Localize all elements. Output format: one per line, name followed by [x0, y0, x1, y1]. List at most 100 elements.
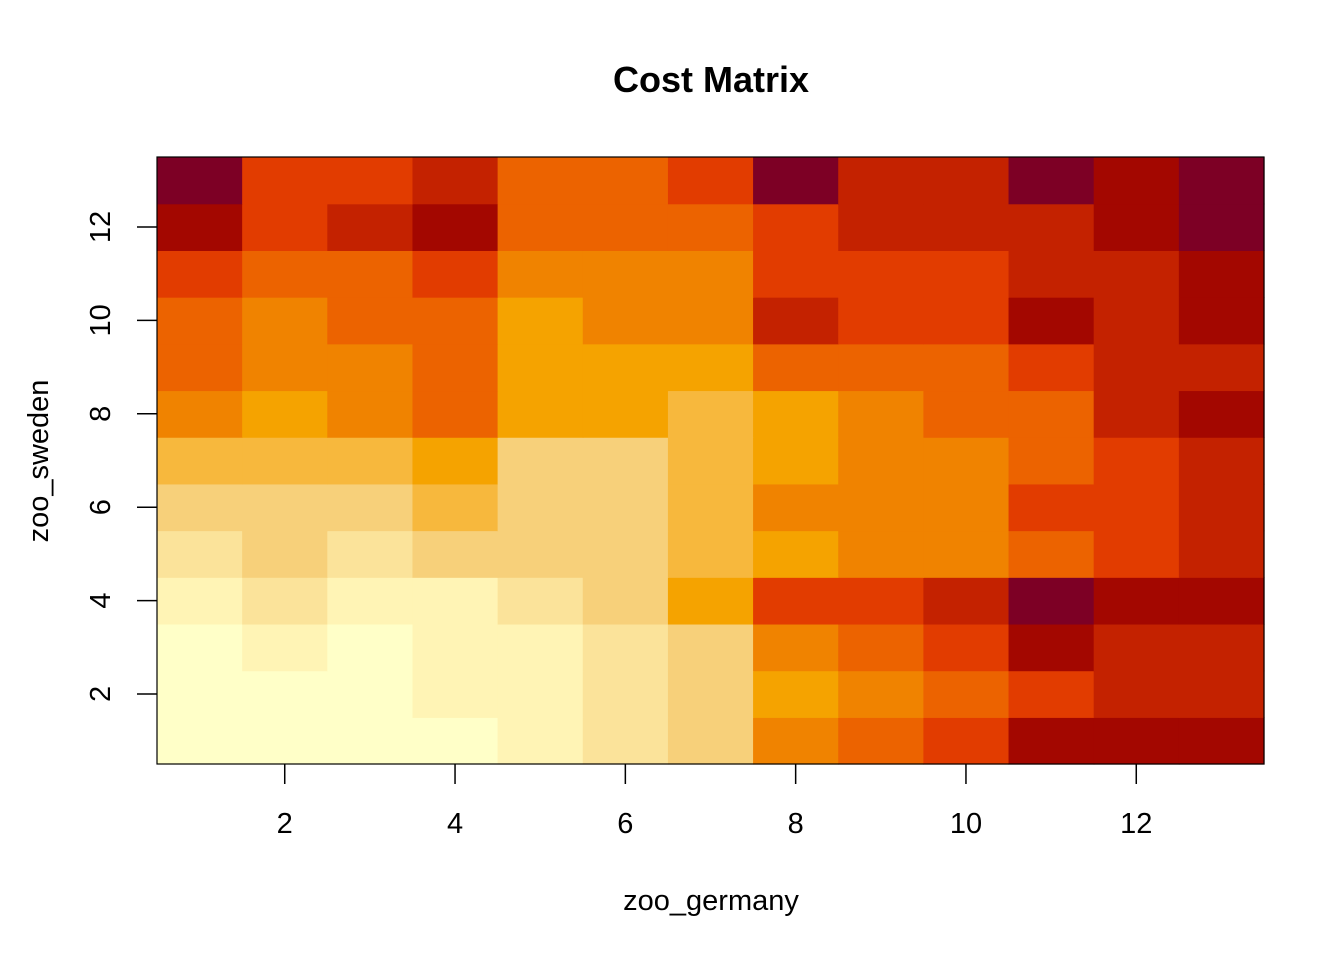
heatmap-cell	[838, 483, 924, 532]
heatmap-cell	[1178, 530, 1265, 578]
heatmap-cell	[1008, 437, 1095, 485]
heatmap-cell	[157, 390, 243, 438]
heatmap-cell	[497, 203, 584, 251]
heatmap-cell	[327, 157, 414, 205]
heatmap-cell	[667, 437, 754, 485]
heatmap-cell	[242, 437, 328, 485]
heatmap-cell	[157, 623, 243, 672]
heatmap-cell	[157, 250, 243, 298]
heatmap-cell	[1093, 577, 1180, 625]
heatmap-cell	[157, 717, 243, 765]
heatmap-cell	[327, 390, 414, 438]
heatmap-cell	[1178, 157, 1265, 205]
heatmap-cell	[838, 670, 924, 718]
heatmap-cell	[667, 577, 754, 625]
heatmap-cell	[497, 343, 584, 392]
heatmap-cell	[242, 530, 328, 578]
heatmap-cell	[753, 717, 839, 765]
heatmap-cell	[1178, 437, 1265, 485]
heatmap-cell	[1008, 203, 1095, 251]
heatmap-cell	[1178, 623, 1265, 672]
heatmap-cell	[753, 483, 839, 532]
heatmap-cell	[1178, 250, 1265, 298]
heatmap-cell	[497, 530, 584, 578]
heatmap-cell	[412, 297, 499, 345]
heatmap-cell	[923, 717, 1010, 765]
heatmap-cell	[838, 203, 924, 251]
heatmap-cell	[1008, 483, 1095, 532]
heatmap-cells	[157, 157, 1265, 765]
heatmap-cell	[1178, 343, 1265, 392]
heatmap-cell	[838, 577, 924, 625]
heatmap-cell	[582, 670, 669, 718]
heatmap-cell	[753, 437, 839, 485]
heatmap-cell	[327, 530, 414, 578]
heatmap-cell	[412, 203, 499, 251]
heatmap-cell	[923, 483, 1010, 532]
heatmap-cell	[1093, 390, 1180, 438]
heatmap-cell	[497, 670, 584, 718]
chart-title: Cost Matrix	[613, 59, 809, 100]
heatmap-cell	[582, 483, 669, 532]
heatmap-cell	[667, 623, 754, 672]
heatmap-cell	[838, 530, 924, 578]
heatmap-cell	[327, 670, 414, 718]
heatmap-cell	[1093, 437, 1180, 485]
heatmap-cell	[1008, 250, 1095, 298]
heatmap-cell	[242, 203, 328, 251]
heatmap-cell	[1008, 577, 1095, 625]
heatmap-cell	[838, 390, 924, 438]
heatmap-cell	[667, 390, 754, 438]
heatmap-cell	[923, 297, 1010, 345]
plot-frame	[156, 156, 1265, 765]
heatmap-cell	[157, 577, 243, 625]
heatmap-cell	[1008, 670, 1095, 718]
heatmap-cell	[1008, 717, 1095, 765]
heatmap-cell	[667, 483, 754, 532]
heatmap-cell	[242, 577, 328, 625]
y-tick-label: 8	[85, 406, 117, 422]
heatmap-cell	[497, 623, 584, 672]
heatmap-cell	[923, 250, 1010, 298]
heatmap-cell	[157, 343, 243, 392]
heatmap-cell	[327, 343, 414, 392]
heatmap-cell	[753, 157, 839, 205]
heatmap-cell	[753, 530, 839, 578]
heatmap-cell	[497, 437, 584, 485]
heatmap-cell	[1093, 483, 1180, 532]
heatmap-cell	[582, 390, 669, 438]
heatmap-cell	[1093, 530, 1180, 578]
heatmap-cell	[1093, 157, 1180, 205]
heatmap-cell	[412, 437, 499, 485]
x-axis: 2 4 6 8 10 12	[277, 764, 1152, 840]
heatmap-cell	[157, 530, 243, 578]
heatmap-cell	[242, 297, 328, 345]
heatmap-cell	[1178, 717, 1265, 765]
x-axis-label: zoo_germany	[623, 885, 799, 917]
heatmap-cell	[327, 203, 414, 251]
heatmap-cell	[327, 577, 414, 625]
heatmap-cell	[412, 343, 499, 392]
heatmap-cell	[497, 390, 584, 438]
heatmap-cell	[1178, 577, 1265, 625]
heatmap-cell	[923, 203, 1010, 251]
heatmap-cell	[1178, 203, 1265, 251]
heatmap-cell	[1008, 343, 1095, 392]
heatmap-cell	[157, 670, 243, 718]
heatmap-cell	[838, 717, 924, 765]
heatmap-cell	[753, 577, 839, 625]
heatmap-cell	[582, 530, 669, 578]
heatmap-cell	[1178, 670, 1265, 718]
x-tick-label: 12	[1120, 808, 1152, 840]
heatmap-cell	[582, 577, 669, 625]
heatmap-cell	[1178, 483, 1265, 532]
y-tick-label: 6	[85, 499, 117, 515]
heatmap-cell	[923, 437, 1010, 485]
y-tick-label: 10	[85, 304, 117, 336]
heatmap-cell	[838, 623, 924, 672]
heatmap-cell	[327, 623, 414, 672]
heatmap-cell	[412, 250, 499, 298]
heatmap-cell	[327, 437, 414, 485]
heatmap-cell	[582, 717, 669, 765]
heatmap-cell	[923, 157, 1010, 205]
